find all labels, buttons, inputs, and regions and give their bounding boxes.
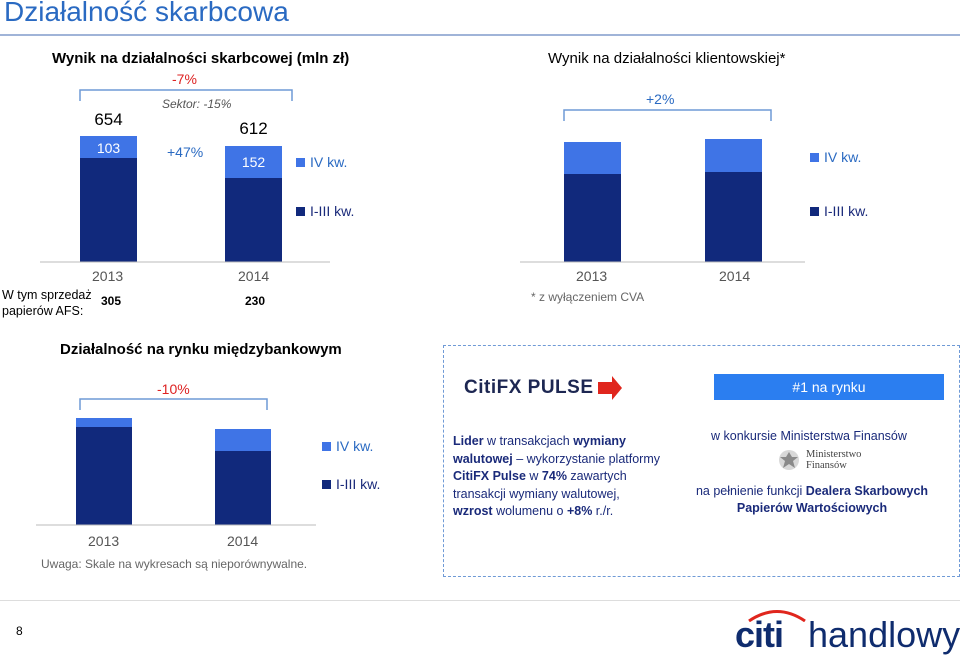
page-note: Uwaga: Skale na wykresach są nieporównyw… [41, 557, 308, 571]
eagle-emblem-icon [779, 450, 799, 470]
legend-swatch-q13 [810, 206, 819, 216]
footer-divider [0, 600, 960, 601]
chart1-change-total: -7% [172, 71, 197, 87]
chart2-year-2013: 2013 [576, 268, 608, 284]
chart2-year-2014: 2014 [719, 268, 751, 284]
legend-swatch-q13 [322, 479, 331, 489]
chart1-q4-change: +47% [167, 144, 204, 160]
title-divider [0, 34, 960, 36]
citifx-pulse-logo-text: CitiFX PULSE [464, 377, 594, 398]
legend-label-q4: IV kw. [336, 438, 374, 454]
chart1-bar-2013-q4 [80, 136, 137, 158]
legend-label-q4: IV kw. [824, 149, 862, 165]
chart3-year-2014: 2014 [227, 533, 259, 549]
ministry-name-line1: Ministerstwo [806, 449, 862, 460]
chart1-bracket [79, 89, 293, 101]
chart3-bar-2013-q4 [76, 418, 132, 427]
afs-label-line1: W tym sprzedaż [2, 288, 92, 302]
citi-handlowy-logo: citi handlowy [735, 608, 960, 655]
chart1-title: Wynik na działalności skarbcowej (mln zł… [52, 50, 350, 67]
chart3-svg [36, 418, 316, 526]
info-left-text: Lider w transakcjach wymiany walutowej –… [453, 434, 661, 518]
chart1-afs-2014: 230 [245, 294, 266, 308]
chart2-bar-2013-q13 [564, 174, 621, 262]
chart1-afs-2013: 305 [101, 294, 122, 308]
chart3-title: Działalność na rynku międzybankowym [60, 341, 342, 358]
chart2-bar-2014-q13 [705, 172, 762, 262]
chart3-bar-2014-q4 [215, 429, 271, 451]
ministry-logo: Ministerstwo Finansów [777, 448, 861, 472]
chart3-bracket [79, 398, 268, 410]
handlowy-wordmark: handlowy [808, 614, 960, 655]
chart3-year-2013: 2013 [88, 533, 120, 549]
chart1-bar-2013-q13 [80, 158, 137, 262]
page-number: 8 [16, 624, 23, 638]
chart1-total-2014: 612 [239, 119, 268, 138]
chart1-legend-q4: IV kw. [296, 154, 347, 170]
chart2-footnote: * z wyłączeniem CVA [531, 290, 645, 304]
legend-label-q13: I-III kw. [336, 476, 381, 492]
chart2-change-total: +2% [646, 91, 675, 107]
chart2-svg [520, 139, 805, 263]
rank-badge: #1 na rynku [714, 374, 944, 400]
chart3-legend-q13: I-III kw. [322, 476, 380, 492]
info-right-text-1: w konkursie Ministerstwa Finansów [711, 429, 907, 443]
chart1-bar-2014-q13 [225, 178, 282, 262]
chart2-bar-2014-q4 [705, 139, 762, 172]
chart2-legend-q13: I-III kw. [810, 203, 868, 219]
chart2-bracket [563, 109, 772, 121]
chart1-q4-2014: 152 [241, 154, 266, 170]
chart1-year-2013: 2013 [92, 268, 124, 284]
legend-swatch-q4 [296, 157, 305, 167]
chart1-year-2014: 2014 [238, 268, 270, 284]
chart1-sector-label: Sektor: -15% [162, 97, 232, 111]
chart1-total-2013: 654 [94, 110, 123, 129]
chart3-bar-2013-q13 [76, 427, 132, 525]
chart1-svg [40, 136, 330, 263]
chart1-bar-2014-q4 [225, 146, 282, 178]
pulse-arrow-icon [597, 376, 622, 400]
legend-swatch-q4 [810, 152, 819, 162]
info-right-text-2: na pełnienie funkcji Dealera Skarbowych … [695, 484, 929, 515]
chart3-bar-2014-q13 [215, 451, 271, 525]
ministry-name-line2: Finansów [806, 460, 847, 471]
chart3-change-total: -10% [157, 381, 190, 397]
chart1-q4-2013: 103 [96, 140, 121, 156]
chart3-legend-q4: IV kw. [322, 438, 373, 454]
page-title: Działalność skarbcowa [4, 0, 289, 27]
legend-label-q13: I-III kw. [310, 203, 355, 219]
legend-label-q4: IV kw. [310, 154, 348, 170]
legend-swatch-q4 [322, 441, 331, 451]
citi-arc-icon [748, 610, 806, 622]
citi-wordmark: citi [735, 614, 784, 655]
chart2-bar-2013-q4 [564, 142, 621, 174]
legend-label-q13: I-III kw. [824, 203, 869, 219]
citifx-pulse-logo: CitiFX PULSE [464, 376, 622, 400]
afs-label-line2: papierów AFS: [2, 304, 84, 318]
chart1-legend-q13: I-III kw. [296, 203, 354, 219]
chart2-legend-q4: IV kw. [810, 149, 861, 165]
chart2-title: Wynik na działalności klientowskiej* [548, 50, 786, 67]
legend-swatch-q13 [296, 206, 305, 216]
chart1-afs-label: W tym sprzedaż papierów AFS: [2, 287, 92, 319]
